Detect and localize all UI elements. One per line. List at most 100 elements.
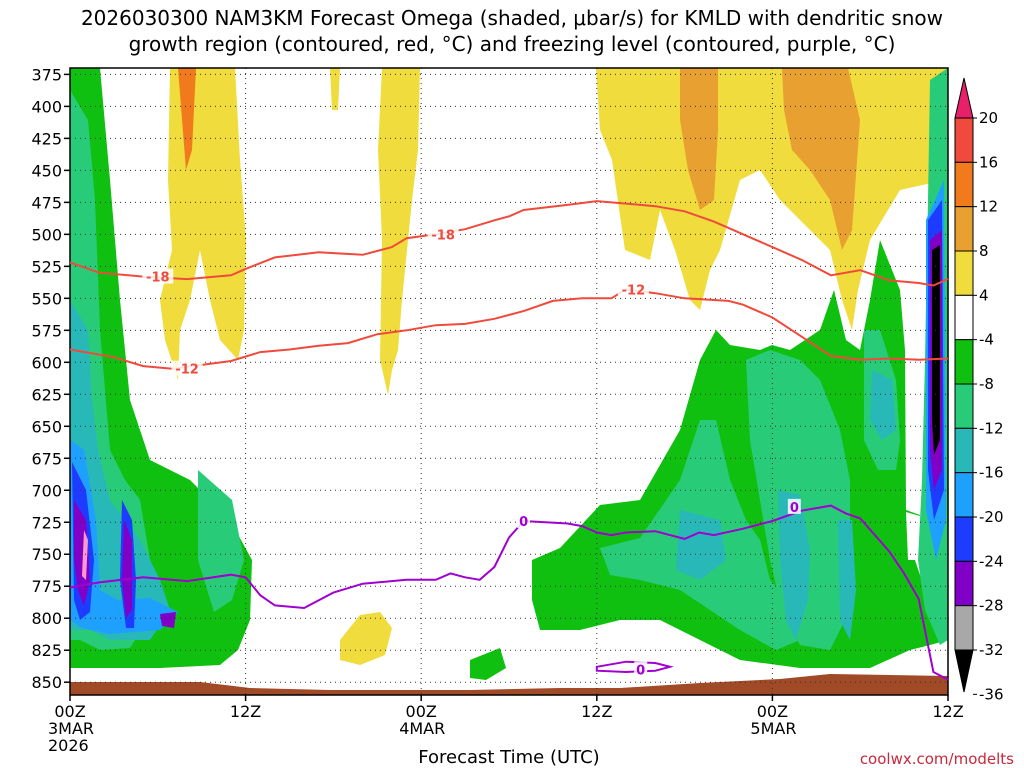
colorbar-label: -20 bbox=[979, 508, 1004, 526]
y-tick-label: 850 bbox=[31, 673, 62, 692]
y-tick-label: 475 bbox=[31, 193, 62, 212]
contour-label-bg bbox=[171, 360, 203, 376]
omega-rise-area bbox=[160, 68, 246, 380]
contour-label: 0 bbox=[790, 501, 799, 516]
omega-rise-area bbox=[178, 68, 196, 170]
omega-sink-area bbox=[932, 245, 940, 455]
colorbar-label: 4 bbox=[979, 286, 989, 304]
y-tick-label: 800 bbox=[31, 609, 62, 628]
colorbar-swatch bbox=[954, 605, 974, 651]
contour-labels: -18 -18 -12 -12 0 0 0 bbox=[142, 226, 801, 678]
colorbar-top-arrow bbox=[954, 77, 974, 119]
colorbar-swatch bbox=[954, 516, 974, 562]
colorbar-swatch bbox=[954, 117, 974, 163]
omega-sink-area bbox=[198, 470, 244, 612]
contour-label: -12 bbox=[622, 283, 646, 298]
omega-neutral-area bbox=[538, 630, 740, 672]
omega-sink-area bbox=[778, 490, 810, 640]
contour-line-minus12 bbox=[69, 288, 949, 370]
colorbar-label: -28 bbox=[979, 597, 1004, 615]
credit-text: coolwx.com/modelts bbox=[860, 750, 1014, 768]
y-tick-label: 450 bbox=[31, 161, 62, 180]
colorbar-label: -24 bbox=[979, 552, 1004, 570]
x-tick-date-label: 5MAR bbox=[750, 719, 796, 738]
omega-rise-area bbox=[340, 612, 392, 665]
y-tick-label: 525 bbox=[31, 257, 62, 276]
y-tick-label: 375 bbox=[31, 65, 62, 84]
colorbar-swatch bbox=[954, 161, 974, 208]
colorbar-label: -8 bbox=[979, 375, 994, 393]
x-tick-label: 12Z bbox=[581, 702, 612, 721]
colorbar-label: 8 bbox=[979, 242, 989, 260]
omega-rise-area bbox=[378, 68, 420, 395]
colorbar-swatch bbox=[954, 250, 974, 296]
x-tick-date-label: 2026 bbox=[48, 736, 89, 755]
y-tick-label: 650 bbox=[31, 417, 62, 436]
chart-title-line-2: growth region (contoured, red, °C) and f… bbox=[129, 32, 896, 56]
colorbar-swatch bbox=[954, 206, 974, 252]
plot-frame bbox=[69, 67, 949, 696]
omega-shading bbox=[70, 68, 948, 695]
contour-label: 0 bbox=[636, 663, 645, 678]
y-tick-label: 700 bbox=[31, 481, 62, 500]
y-tick-label: 625 bbox=[31, 385, 62, 404]
omega-sink-area bbox=[470, 648, 506, 680]
colorbar-label: 12 bbox=[979, 198, 998, 216]
colorbar: 20 16 12 8 4 -4 -8 -12 -16 -20 -24 -28 -32 -36 bbox=[954, 77, 1004, 703]
contour-label-bg bbox=[142, 268, 174, 284]
colorbar-label: -4 bbox=[979, 331, 994, 349]
contour-label-bg bbox=[617, 281, 649, 297]
contour-label-bg bbox=[517, 512, 531, 528]
y-tick-label: 725 bbox=[31, 513, 62, 532]
contour-label: 0 bbox=[519, 515, 528, 530]
omega-sink-area bbox=[838, 520, 856, 640]
colorbar-swatch bbox=[954, 472, 974, 518]
x-axis-label: Forecast Time (UTC) bbox=[418, 747, 599, 768]
contour-line-0 bbox=[69, 504, 949, 681]
y-axis-ticks: 375 400 425 450 475 500 525 550 575 600 625 650 675 7… bbox=[31, 65, 70, 692]
colorbar-bottom-arrow bbox=[954, 649, 974, 693]
contour-label: -18 bbox=[431, 228, 455, 243]
omega-sink-area bbox=[160, 612, 176, 628]
x-tick-date-label: 3MAR bbox=[48, 719, 94, 738]
chart-title-line-1: 2026030300 NAM3KM Forecast Omega (shaded… bbox=[81, 6, 943, 30]
contour-label-bg bbox=[787, 498, 801, 514]
contour-line-0 bbox=[595, 660, 674, 674]
omega-sink-area bbox=[82, 530, 88, 580]
colorbar-swatch bbox=[954, 560, 974, 607]
y-tick-label: 825 bbox=[31, 641, 62, 660]
contour-lines bbox=[69, 200, 949, 681]
contour-label: -12 bbox=[175, 363, 199, 378]
x-tick-date-label: 4MAR bbox=[399, 719, 445, 738]
colorbar-swatch bbox=[954, 383, 974, 429]
contour-label: -18 bbox=[146, 271, 170, 286]
x-tick-label: 00Z bbox=[757, 702, 788, 721]
y-tick-label: 750 bbox=[31, 545, 62, 564]
contour-label-bg bbox=[427, 226, 459, 242]
omega-rise-area bbox=[330, 68, 340, 110]
y-tick-label: 425 bbox=[31, 129, 62, 148]
x-tick-label: 00Z bbox=[54, 702, 85, 721]
colorbar-label: -12 bbox=[979, 419, 1004, 437]
colorbar-label: 20 bbox=[979, 109, 998, 127]
contour-label-bg bbox=[634, 661, 648, 677]
colorbar-label: -36 bbox=[979, 685, 1004, 703]
x-tick-label: 12Z bbox=[932, 702, 963, 721]
y-tick-label: 400 bbox=[31, 97, 62, 116]
contour-line-minus18 bbox=[69, 200, 949, 287]
colorbar-label: -16 bbox=[979, 464, 1004, 482]
x-tick-label: 12Z bbox=[230, 702, 261, 721]
omega-rise-area bbox=[680, 68, 718, 210]
colorbar-label: 16 bbox=[979, 153, 998, 171]
y-tick-label: 775 bbox=[31, 577, 62, 596]
colorbar-swatch bbox=[954, 339, 974, 385]
y-tick-label: 575 bbox=[31, 321, 62, 340]
omega-sink-area bbox=[870, 370, 896, 440]
colorbar-swatch bbox=[954, 294, 974, 341]
y-tick-label: 600 bbox=[31, 353, 62, 372]
omega-sink-area bbox=[70, 440, 178, 634]
y-tick-label: 500 bbox=[31, 225, 62, 244]
x-tick-label: 00Z bbox=[406, 702, 437, 721]
